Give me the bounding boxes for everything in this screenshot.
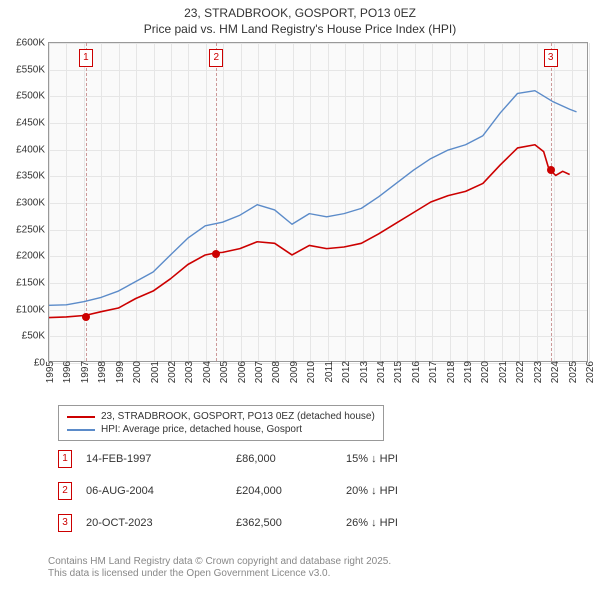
chart-lines (49, 43, 587, 361)
x-axis-tick: 2007 (254, 361, 265, 383)
row-date: 06-AUG-2004 (86, 485, 236, 497)
y-axis-tick: £200K (16, 251, 49, 262)
legend-entry: HPI: Average price, detached house, Gosp… (67, 423, 375, 436)
x-axis-tick: 1998 (97, 361, 108, 383)
y-axis-tick: £50K (22, 331, 49, 342)
title-line2: Price paid vs. HM Land Registry's House … (144, 22, 456, 36)
x-axis-tick: 2024 (550, 361, 561, 383)
row-vs-hpi: 20% ↓ HPI (346, 485, 466, 497)
x-axis-tick: 2004 (202, 361, 213, 383)
x-axis-tick: 2001 (150, 361, 161, 383)
legend: 23, STRADBROOK, GOSPORT, PO13 0EZ (detac… (58, 405, 384, 441)
table-row: 3 20-OCT-2023£362,50026% ↓ HPI (58, 512, 466, 534)
y-axis-tick: £150K (16, 278, 49, 289)
transactions-table: 1 14-FEB-1997£86,00015% ↓ HPI 2 06-AUG-2004… (58, 448, 466, 534)
chart-title: 23, STRADBROOK, GOSPORT, PO13 0EZ Price … (0, 0, 600, 39)
legend-label: HPI: Average price, detached house, Gosp… (101, 424, 302, 435)
footnote-line1: Contains HM Land Registry data © Crown c… (48, 556, 391, 567)
x-axis-tick: 2005 (219, 361, 230, 383)
x-axis-tick: 2012 (341, 361, 352, 383)
x-axis-tick: 2016 (411, 361, 422, 383)
x-axis-tick: 2008 (271, 361, 282, 383)
footnote: Contains HM Land Registry data © Crown c… (48, 556, 399, 580)
x-axis-tick: 2000 (132, 361, 143, 383)
y-axis-tick: £100K (16, 304, 49, 315)
row-vs-hpi: 15% ↓ HPI (346, 453, 466, 465)
footnote-line2: This data is licensed under the Open Gov… (48, 568, 330, 579)
legend-entry: 23, STRADBROOK, GOSPORT, PO13 0EZ (detac… (67, 410, 375, 423)
x-axis-tick: 2017 (428, 361, 439, 383)
title-line1: 23, STRADBROOK, GOSPORT, PO13 0EZ (184, 6, 416, 20)
x-axis-tick: 2014 (376, 361, 387, 383)
x-axis-tick: 1996 (62, 361, 73, 383)
x-axis-tick: 1997 (80, 361, 91, 383)
x-axis-tick: 1999 (115, 361, 126, 383)
y-axis-tick: £600K (16, 38, 49, 49)
row-marker: 2 (58, 482, 72, 500)
y-axis-tick: £550K (16, 64, 49, 75)
y-axis-tick: £350K (16, 171, 49, 182)
table-row: 1 14-FEB-1997£86,00015% ↓ HPI (58, 448, 466, 470)
legend-swatch (67, 429, 95, 431)
y-axis-tick: £400K (16, 144, 49, 155)
row-date: 14-FEB-1997 (86, 453, 236, 465)
x-axis-tick: 2025 (568, 361, 579, 383)
x-axis-tick: 2006 (237, 361, 248, 383)
x-axis-tick: 2019 (463, 361, 474, 383)
series-line (49, 91, 577, 306)
x-axis-tick: 2009 (289, 361, 300, 383)
x-axis-tick: 2021 (498, 361, 509, 383)
series-line (49, 145, 570, 318)
y-axis-tick: £250K (16, 224, 49, 235)
y-axis-tick: £300K (16, 198, 49, 209)
y-axis-tick: £450K (16, 118, 49, 129)
x-axis-tick: 2020 (480, 361, 491, 383)
row-price: £86,000 (236, 453, 346, 465)
x-axis-tick: 2015 (393, 361, 404, 383)
legend-swatch (67, 416, 95, 418)
x-axis-tick: 2013 (359, 361, 370, 383)
table-row: 2 06-AUG-2004£204,00020% ↓ HPI (58, 480, 466, 502)
row-price: £362,500 (236, 517, 346, 529)
chart-plot-area: £0£50K£100K£150K£200K£250K£300K£350K£400… (48, 42, 588, 362)
x-axis-tick: 2002 (167, 361, 178, 383)
x-axis-tick: 2003 (184, 361, 195, 383)
row-date: 20-OCT-2023 (86, 517, 236, 529)
x-axis-tick: 2022 (515, 361, 526, 383)
gridline-v (589, 43, 590, 361)
row-vs-hpi: 26% ↓ HPI (346, 517, 466, 529)
x-axis-tick: 2018 (446, 361, 457, 383)
x-axis-tick: 1995 (45, 361, 56, 383)
x-axis-tick: 2010 (306, 361, 317, 383)
legend-label: 23, STRADBROOK, GOSPORT, PO13 0EZ (detac… (101, 411, 375, 422)
x-axis-tick: 2026 (585, 361, 596, 383)
row-marker: 1 (58, 450, 72, 468)
x-axis-tick: 2023 (533, 361, 544, 383)
row-marker: 3 (58, 514, 72, 532)
y-axis-tick: £500K (16, 91, 49, 102)
row-price: £204,000 (236, 485, 346, 497)
x-axis-tick: 2011 (324, 361, 335, 383)
